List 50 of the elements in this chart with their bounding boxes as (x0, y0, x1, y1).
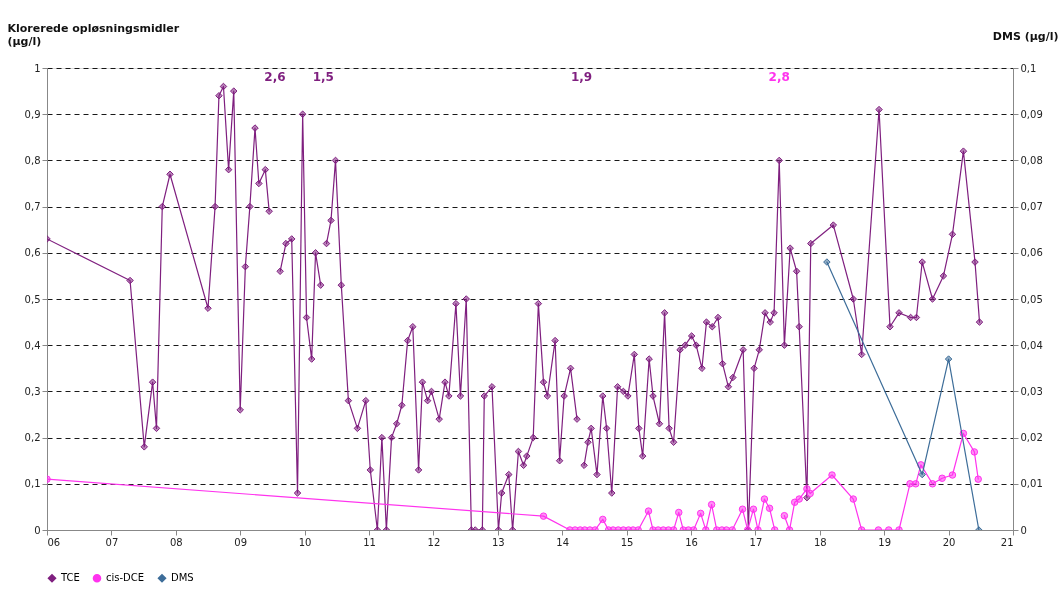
legend-label: DMS (171, 572, 194, 584)
annotation: 2,6 (264, 70, 286, 84)
y2-tick-label: 0,04 (1020, 339, 1043, 351)
legend-label: TCE (60, 572, 80, 584)
y-tick-label: 0 (34, 524, 41, 536)
y2-tick-label: 0,06 (1020, 247, 1043, 259)
x-tick-label: 13 (491, 536, 505, 548)
x-tick-label: 14 (556, 536, 570, 548)
x-tick-label: 15 (620, 536, 634, 548)
y-tick-label: 0,9 (24, 108, 41, 120)
x-tick-label: 19 (878, 536, 892, 548)
y-tick-label: 0,2 (24, 432, 41, 444)
y-tick-label: 0,5 (24, 293, 41, 305)
y2-tick-label: 0,09 (1020, 108, 1043, 120)
point (918, 470, 926, 479)
x-tick-label: 06 (47, 536, 61, 548)
y2-tick-label: 0 (1020, 524, 1027, 536)
y2-axis-title: DMS (µg/l) (992, 29, 1059, 43)
point (944, 355, 953, 363)
y-tick-label: 0,1 (24, 478, 41, 490)
x-tick-label: 21 (1000, 536, 1014, 548)
y-tick-label: 0,6 (24, 247, 41, 259)
x-tick-label: 11 (363, 536, 376, 548)
legend-label: cis-DCE (106, 572, 145, 584)
y-tick-label: 0,3 (24, 385, 41, 397)
y2-tick-label: 0,03 (1020, 385, 1043, 397)
y2-tick-label: 0,1 (1020, 62, 1037, 74)
x-tick-label: 17 (749, 536, 763, 548)
x-tick-label: 09 (234, 536, 248, 548)
y-axis-title: Klorerede opløsningsmidler (µg/l) (7, 21, 180, 48)
y-tick-label: 0,8 (24, 154, 41, 166)
y2-tick-label: 0,08 (1020, 154, 1043, 166)
x-tick-label: 12 (427, 536, 441, 548)
x-tick-label: 07 (105, 536, 119, 548)
y-tick-label: 1 (34, 62, 41, 74)
x-tick-label: 16 (685, 536, 698, 548)
point (823, 258, 831, 266)
x-tick-label: 08 (169, 536, 183, 548)
y2-tick-label: 0,02 (1020, 432, 1043, 444)
x-tick-label: 20 (942, 536, 956, 548)
y-tick-label: 0,4 (24, 339, 41, 351)
annotation: 1,9 (570, 70, 593, 84)
x-tick-label: 18 (813, 536, 827, 548)
annotation: 2,8 (768, 70, 790, 84)
y-tick-label: 0,7 (24, 201, 41, 213)
y2-tick-label: 0,01 (1020, 478, 1043, 490)
annotation: 1,5 (312, 70, 334, 84)
y2-tick-label: 0,05 (1020, 293, 1043, 305)
y2-tick-label: 0,07 (1020, 201, 1043, 213)
x-tick-label: 10 (298, 536, 312, 548)
